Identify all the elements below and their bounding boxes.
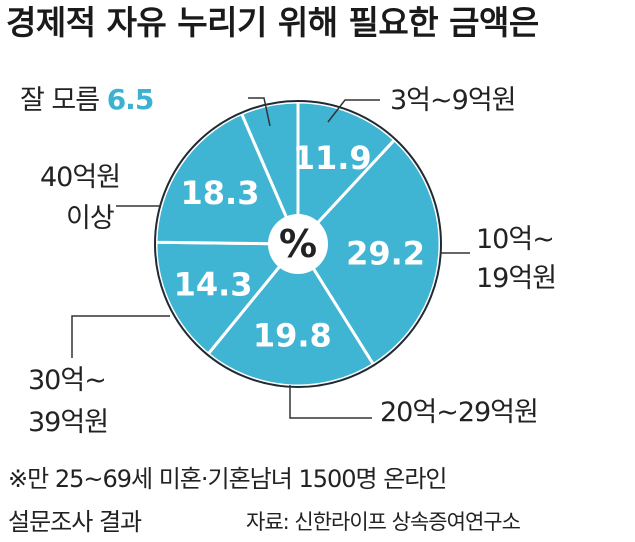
slice-value-3-9: 11.9 bbox=[293, 139, 372, 177]
slice-label-10-19-line1: 10억~ bbox=[476, 224, 555, 255]
source-note: 자료: 신한라이프 상속증여연구소 bbox=[246, 510, 521, 534]
slice-value-30-39: 14.3 bbox=[174, 266, 253, 304]
chart-title: 경제적 자유 누리기 위해 필요한 금액은 bbox=[6, 3, 539, 42]
slice-value-40plus: 18.3 bbox=[181, 174, 260, 212]
leader-line-20-29 bbox=[289, 385, 372, 419]
slice-label-unknown: 잘 모름 6.5 bbox=[20, 83, 155, 116]
pie-slice-20-29 bbox=[206, 241, 376, 388]
slice-value-20-29: 19.8 bbox=[253, 317, 332, 355]
center-unit-label: % bbox=[279, 222, 317, 266]
pie-slice-3-9 bbox=[296, 100, 397, 248]
pie-slice-40plus bbox=[154, 111, 301, 246]
slice-label-10-19-line2: 19억원 bbox=[476, 263, 557, 294]
leader-line-unknown bbox=[248, 97, 271, 127]
slice-label-text: 잘 모름 bbox=[20, 85, 100, 116]
slice-label-40plus-line2: 이상 bbox=[66, 203, 115, 234]
slice-value-unknown: 6.5 bbox=[106, 83, 155, 116]
pie-border bbox=[154, 100, 442, 388]
slice-value-10-19: 29.2 bbox=[346, 234, 425, 272]
slice-label-30-39-line1: 30억~ bbox=[28, 365, 107, 396]
pie-slice-unknown bbox=[239, 100, 300, 245]
leader-line-3-9 bbox=[327, 99, 380, 123]
leader-line-30-39 bbox=[71, 315, 170, 358]
slice-label-30-39-line2: 39억원 bbox=[28, 407, 109, 438]
slice-label-40plus-line1: 40억원 bbox=[40, 162, 121, 193]
pie-slice-30-39 bbox=[154, 240, 302, 357]
footnote-line1: ※만 25~69세 미혼·기혼남녀 1500명 온라인 bbox=[8, 465, 447, 493]
pie-center-hole bbox=[268, 214, 328, 274]
footnote-line2: 설문조사 결과 bbox=[8, 508, 142, 536]
slice-label-3-9: 3억~9억원 bbox=[390, 85, 516, 116]
pie-slice-10-19 bbox=[296, 137, 442, 367]
slice-label-20-29: 20억~29억원 bbox=[380, 397, 539, 428]
